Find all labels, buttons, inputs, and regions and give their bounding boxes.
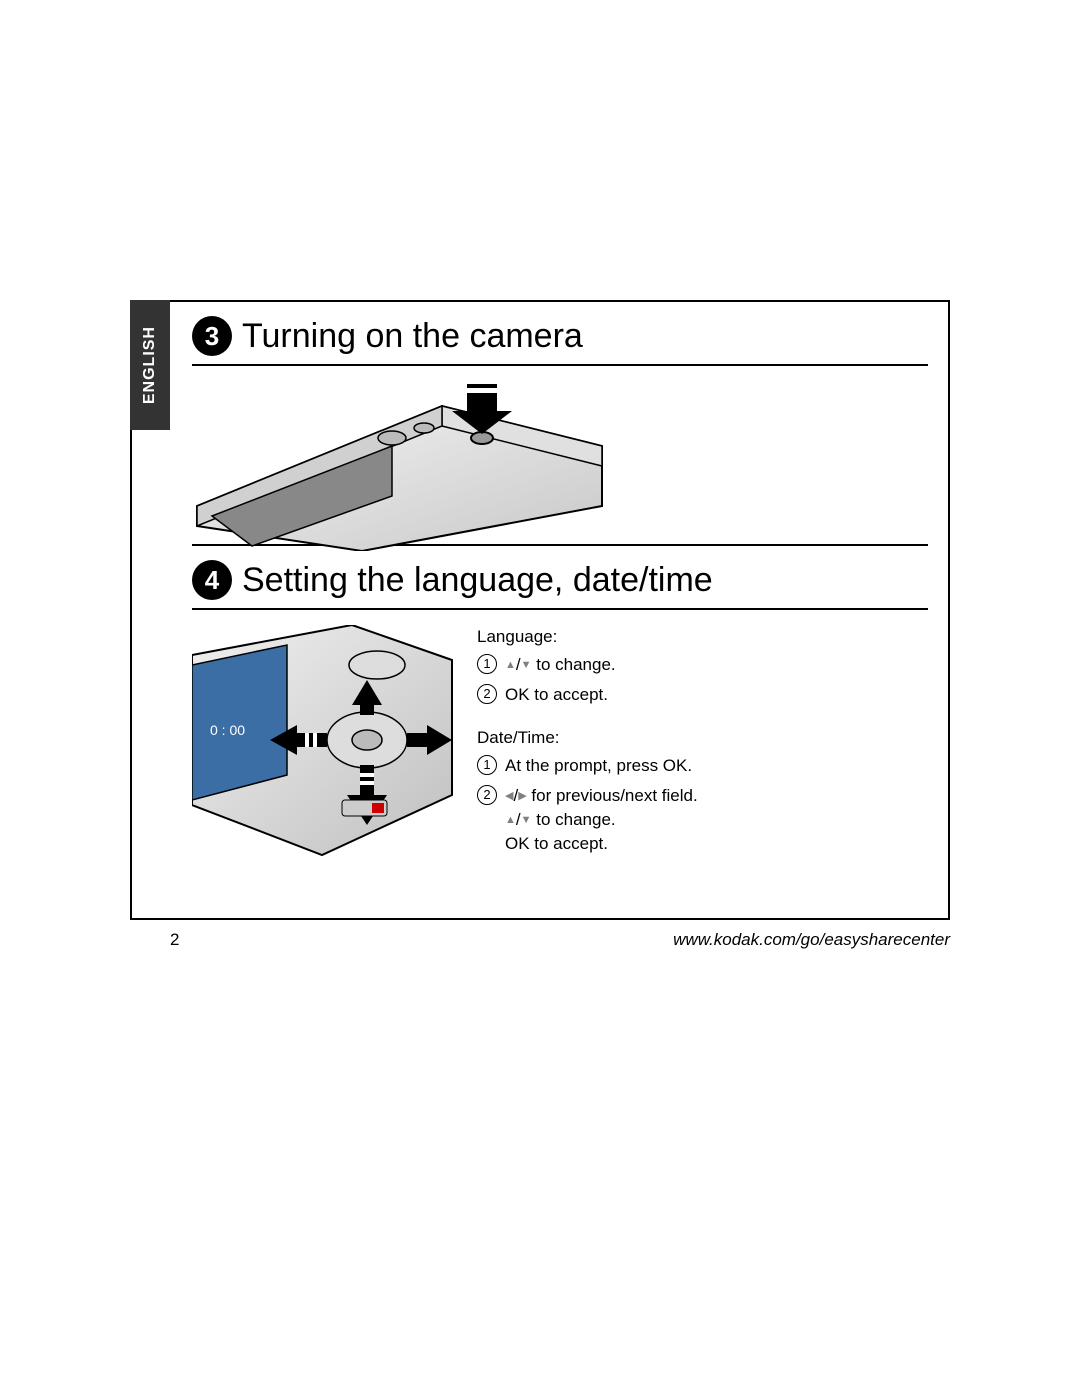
ok-label: OK [505,685,530,704]
language-step-2: 2 OK to accept. [477,683,928,707]
text: to change. [532,655,616,674]
language-step-2-text: OK to accept. [505,683,928,707]
step-circle-2: 2 [477,684,497,704]
section-3-title: Turning on the camera [242,317,583,356]
down-icon: ▼ [521,813,532,828]
camera-top-drawing [192,376,612,551]
dt-line-2: ▲/▼ to change. [505,808,928,832]
datetime-heading: Date/Time: [477,726,928,750]
up-icon: ▲ [505,658,516,673]
datetime-step-1: 1 At the prompt, press OK. [477,754,928,778]
ok-label: OK [505,834,530,853]
content-frame: 3 Turning on the camera [130,300,950,920]
text: to change. [532,810,616,829]
section-4-heading: 4 Setting the language, date/time [192,546,928,610]
step-number-3: 3 [192,316,232,356]
language-tab-label: ENGLISH [141,326,159,404]
dt-line-3: OK to accept. [505,832,928,856]
section-4-title: Setting the language, date/time [242,561,713,600]
footer-url: www.kodak.com/go/easysharecenter [673,930,950,950]
language-step-1: 1 ▲/▼ to change. [477,653,928,677]
camera-controls-drawing: 0 : 00 [192,625,462,875]
text: for previous/next field. [527,786,698,805]
instructions: Language: 1 ▲/▼ to change. 2 OK to accep… [477,625,928,875]
section-3-illustration [192,366,928,546]
section-4-illustration: 0 : 00 [192,625,462,875]
section-3: 3 Turning on the camera [132,302,948,546]
section-4-body: 0 : 00 [192,610,948,875]
up-icon: ▲ [505,813,516,828]
language-heading: Language: [477,625,928,649]
step-number-4: 4 [192,560,232,600]
language-step-1-text: ▲/▼ to change. [505,653,928,677]
datetime-step-2-text: ◀/▶ for previous/next field. ▲/▼ to chan… [505,784,928,855]
svg-text:0 : 00: 0 : 00 [210,722,245,738]
right-icon: ▶ [518,789,526,804]
step-circle-1b: 1 [477,755,497,775]
text: to accept. [530,685,608,704]
page-footer: 2 www.kodak.com/go/easysharecenter [170,930,950,950]
datetime-step-2: 2 ◀/▶ for previous/next field. ▲/▼ to ch… [477,784,928,855]
page-number: 2 [170,930,179,950]
language-tab: ENGLISH [130,300,170,430]
section-3-heading: 3 Turning on the camera [192,302,928,366]
section-4: 4 Setting the language, date/time [132,546,948,875]
text: to accept. [530,834,608,853]
dt-line-1: ◀/▶ for previous/next field. [505,784,928,808]
manual-page: 3 Turning on the camera [0,0,1080,1397]
datetime-step-1-text: At the prompt, press OK. [505,754,928,778]
step-circle-2b: 2 [477,785,497,805]
down-icon: ▼ [521,658,532,673]
step-circle-1: 1 [477,654,497,674]
